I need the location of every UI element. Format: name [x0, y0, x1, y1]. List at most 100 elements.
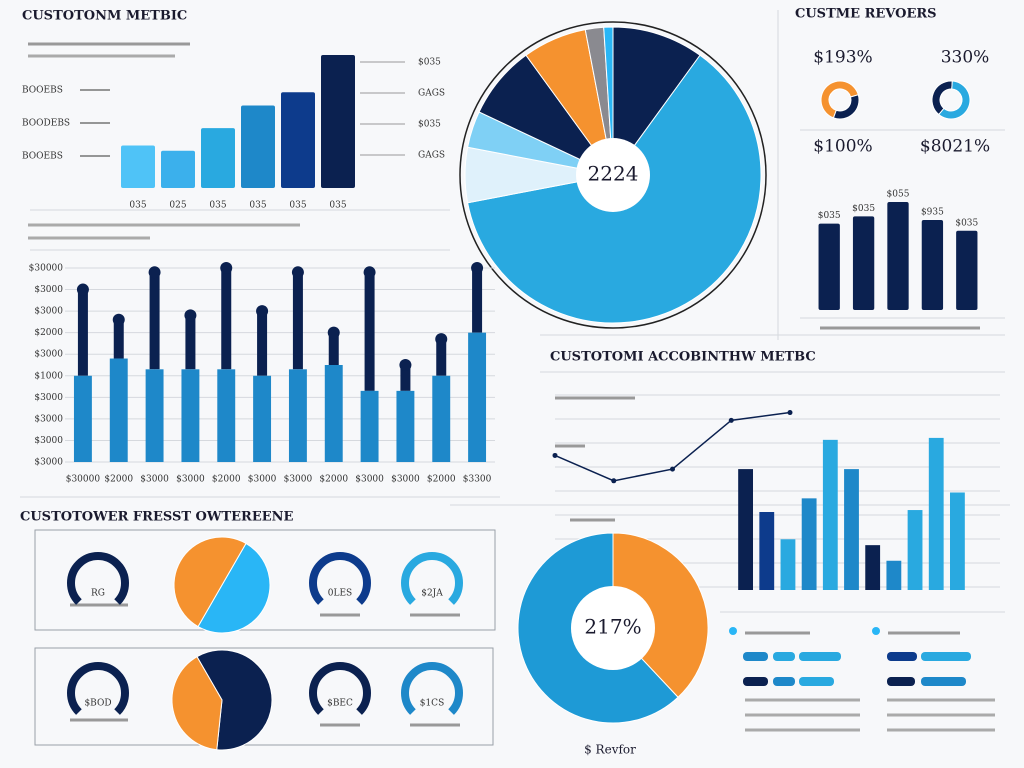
line-point	[611, 478, 617, 484]
gauge-label: $2JA	[421, 589, 443, 599]
gauge	[67, 662, 129, 715]
pie-slice	[832, 94, 860, 120]
bar	[759, 512, 775, 590]
bar	[217, 369, 236, 462]
retention-title: CUSTOTOWER FRESST OWTEREENE	[20, 510, 294, 525]
line-point	[670, 466, 675, 472]
bar	[181, 369, 200, 462]
pie-slice	[938, 80, 971, 120]
x-tick-label: 035	[249, 201, 266, 211]
gauge-label: $1CS	[420, 699, 445, 709]
side-label: $035	[418, 58, 441, 68]
y-tick-label: $30000	[29, 264, 64, 274]
x-tick-label: $2000	[212, 475, 241, 485]
pie-slice	[171, 656, 223, 751]
pie-slice	[197, 542, 271, 634]
bar	[73, 375, 92, 462]
line-point	[787, 410, 793, 416]
x-tick-label: $3000	[176, 475, 205, 485]
pie-hole	[576, 138, 650, 212]
bar	[865, 545, 881, 590]
x-tick-label: $035	[852, 204, 875, 214]
x-tick-label: $935	[921, 208, 944, 218]
x-tick-label: 035	[129, 201, 146, 211]
acquisition-title: CUSTOTOMI ACCOBINTHW METBC	[550, 350, 816, 365]
pin-head	[184, 309, 197, 322]
kpi: $100%	[813, 137, 872, 157]
y-tick-label: $3000	[34, 393, 63, 403]
pin-head	[76, 283, 89, 296]
x-tick-label: $3000	[284, 475, 313, 485]
gauge-label: RG	[91, 589, 105, 599]
x-tick-label: $2000	[319, 475, 348, 485]
gauge	[401, 552, 463, 605]
x-tick-label: 035	[209, 201, 226, 211]
bar	[324, 365, 343, 462]
title: CUSTOTONM METBIC	[22, 9, 187, 24]
x-tick-label: $2000	[427, 475, 456, 485]
x-tick-label: 035	[329, 201, 346, 211]
gauge	[67, 552, 129, 605]
pie-slice	[820, 80, 859, 119]
gauge	[309, 552, 371, 605]
pin-head	[256, 305, 269, 318]
pin-head	[363, 266, 376, 279]
bar	[928, 437, 944, 590]
bar	[780, 539, 796, 590]
bar	[886, 560, 902, 590]
bar	[288, 369, 307, 462]
gauge-label: $BEC	[327, 699, 353, 709]
bar	[121, 145, 155, 188]
pin-head	[148, 266, 161, 279]
bar	[109, 358, 128, 462]
bar	[801, 498, 817, 590]
bar	[822, 439, 838, 590]
x-tick-label: 025	[169, 201, 186, 211]
y-tick-label: $1000	[34, 371, 63, 381]
bar	[253, 375, 272, 462]
bar	[161, 150, 195, 188]
gauge-label: 0LES	[328, 589, 352, 599]
pin-head	[435, 333, 448, 346]
pie-slice	[612, 26, 701, 177]
pin-head	[291, 266, 304, 279]
footer: $ Revfor	[584, 743, 636, 757]
bar	[281, 92, 315, 188]
line-point	[552, 452, 558, 458]
side-label: $035	[418, 120, 441, 130]
pie-hole	[571, 586, 655, 670]
pie-slice	[612, 532, 709, 698]
side-label: GAGS	[418, 89, 445, 99]
bar	[921, 220, 944, 310]
revenue-title: CUSTME REVOERS	[795, 7, 937, 22]
pie-label: 217%	[584, 615, 641, 639]
bar	[432, 375, 451, 462]
pie-ring	[459, 21, 767, 329]
x-tick-label: $035	[818, 211, 841, 221]
y-tick-label: $3000	[34, 414, 63, 424]
x-tick-label: $30000	[66, 475, 101, 485]
pie-slice	[173, 536, 247, 628]
x-tick-label: $055	[887, 190, 910, 200]
y-tick-label: $3000	[34, 350, 63, 360]
pin-head	[220, 262, 233, 274]
pin-head	[399, 359, 412, 371]
y-tick-label: $3000	[34, 458, 63, 468]
bar	[201, 128, 235, 188]
bar	[468, 332, 487, 462]
bar	[241, 105, 275, 188]
pie-label: 2224	[588, 162, 639, 186]
pin-head	[327, 326, 340, 339]
bar	[396, 390, 415, 462]
bar	[360, 390, 379, 462]
gauge	[401, 662, 463, 715]
gauge-label: $BOD	[84, 699, 111, 709]
x-tick-label: $3300	[463, 475, 492, 485]
bar	[321, 55, 355, 188]
bar	[887, 202, 909, 310]
y-tick-label: $3000	[34, 307, 63, 317]
x-tick-label: 035	[289, 201, 306, 211]
side-label: GAGS	[418, 151, 445, 161]
pie-slice	[603, 26, 614, 176]
